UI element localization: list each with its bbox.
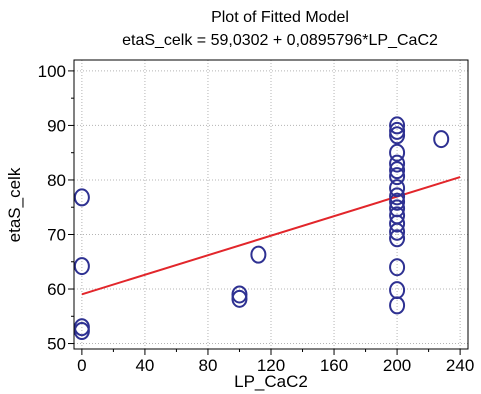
x-tick-label: 120 bbox=[257, 356, 285, 375]
y-tick-label: 80 bbox=[47, 171, 66, 190]
data-point bbox=[433, 130, 450, 149]
data-point bbox=[389, 116, 406, 135]
data-point bbox=[389, 192, 406, 211]
y-tick-label: 60 bbox=[47, 280, 66, 299]
y-tick-label: 100 bbox=[38, 62, 66, 81]
data-point bbox=[389, 281, 406, 300]
y-axis-ticks: 50 60 70 80 90 100 bbox=[38, 62, 74, 354]
x-tick-label: 240 bbox=[446, 356, 474, 375]
grid bbox=[74, 60, 468, 349]
data-point bbox=[389, 187, 406, 206]
x-tick-label: 0 bbox=[77, 356, 86, 375]
data-point bbox=[389, 126, 406, 145]
x-tick-label: 40 bbox=[135, 356, 154, 375]
x-axis-label: LP_CaC2 bbox=[234, 372, 308, 391]
y-axis-label: etaS_celk bbox=[5, 167, 24, 242]
data-point bbox=[389, 167, 406, 186]
x-axis-ticks: 0 40 80 120 160 200 240 bbox=[77, 349, 474, 375]
data-point bbox=[389, 214, 406, 233]
x-tick-label: 80 bbox=[198, 356, 217, 375]
chart-subtitle: etaS_celk = 59,0302 + 0,0895796*LP_CaC2 bbox=[122, 32, 438, 49]
data-point bbox=[389, 143, 406, 162]
data-point bbox=[389, 154, 406, 173]
data-point bbox=[73, 257, 90, 276]
data-point bbox=[389, 296, 406, 315]
y-tick-label: 90 bbox=[47, 116, 66, 135]
data-point bbox=[389, 179, 406, 198]
x-tick-label: 200 bbox=[383, 356, 411, 375]
x-tick-label: 160 bbox=[320, 356, 348, 375]
points-group bbox=[73, 116, 450, 341]
data-point bbox=[389, 258, 406, 277]
data-point bbox=[231, 289, 248, 308]
y-tick-label: 70 bbox=[47, 225, 66, 244]
data-point bbox=[389, 161, 406, 180]
chart-title: Plot of Fitted Model bbox=[211, 9, 349, 26]
data-point bbox=[389, 229, 406, 248]
data-point bbox=[73, 188, 90, 207]
data-point bbox=[389, 222, 406, 241]
data-point bbox=[73, 322, 90, 341]
data-point bbox=[250, 245, 267, 264]
y-tick-label: 50 bbox=[47, 335, 66, 354]
